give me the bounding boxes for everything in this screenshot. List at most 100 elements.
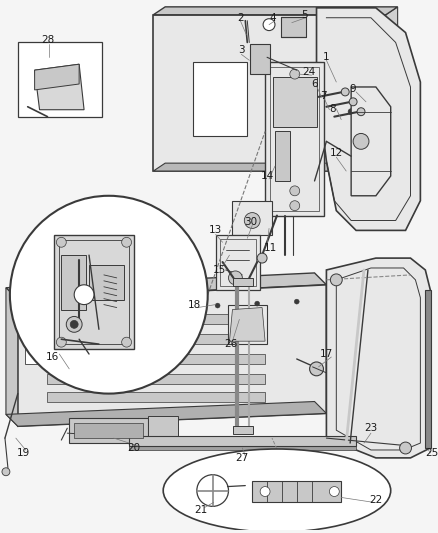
- Circle shape: [10, 196, 208, 393]
- Text: 2: 2: [237, 13, 244, 23]
- Text: 22: 22: [369, 496, 382, 505]
- Bar: [74, 423, 143, 438]
- Text: 19: 19: [17, 448, 30, 458]
- Circle shape: [290, 69, 300, 79]
- Circle shape: [255, 301, 260, 306]
- Text: 15: 15: [213, 265, 226, 275]
- Polygon shape: [18, 285, 326, 426]
- Bar: [273, 77, 317, 126]
- Bar: [425, 290, 431, 448]
- Circle shape: [57, 237, 66, 247]
- Text: 25: 25: [426, 448, 438, 458]
- Circle shape: [330, 274, 342, 286]
- Polygon shape: [351, 87, 391, 196]
- Bar: [47, 354, 265, 364]
- Circle shape: [176, 305, 180, 310]
- Bar: [47, 392, 265, 401]
- Circle shape: [294, 299, 299, 304]
- Circle shape: [197, 475, 229, 506]
- Circle shape: [215, 303, 220, 308]
- Bar: [47, 334, 265, 344]
- Bar: [252, 481, 341, 503]
- Text: 8: 8: [329, 104, 336, 114]
- Circle shape: [260, 487, 270, 496]
- Circle shape: [349, 98, 357, 106]
- Text: 5: 5: [301, 10, 308, 20]
- Bar: [61, 255, 86, 310]
- Text: 1: 1: [323, 52, 330, 62]
- Bar: [233, 201, 272, 236]
- Text: 27: 27: [236, 453, 249, 463]
- Circle shape: [290, 201, 300, 211]
- Polygon shape: [153, 163, 398, 171]
- Circle shape: [263, 19, 275, 30]
- Polygon shape: [317, 8, 420, 230]
- Text: 11: 11: [263, 243, 277, 253]
- Bar: [219, 239, 256, 286]
- Bar: [129, 436, 356, 446]
- Text: 17: 17: [320, 349, 333, 359]
- Circle shape: [2, 468, 10, 475]
- Text: 9: 9: [350, 84, 357, 94]
- Text: 23: 23: [364, 423, 378, 433]
- Bar: [281, 17, 306, 37]
- Text: 28: 28: [41, 36, 54, 45]
- Polygon shape: [129, 446, 356, 450]
- Bar: [25, 339, 54, 364]
- Circle shape: [229, 271, 242, 285]
- Bar: [47, 314, 265, 325]
- Bar: [54, 236, 134, 349]
- Bar: [215, 236, 260, 290]
- Text: 24: 24: [302, 67, 315, 77]
- Text: 13: 13: [209, 225, 222, 236]
- Polygon shape: [153, 7, 398, 15]
- Bar: [59, 240, 129, 344]
- Bar: [18, 43, 102, 117]
- Circle shape: [74, 285, 94, 304]
- Bar: [250, 44, 270, 74]
- Bar: [233, 426, 253, 434]
- Circle shape: [57, 337, 66, 347]
- Text: 16: 16: [46, 352, 59, 362]
- Ellipse shape: [163, 449, 391, 532]
- Circle shape: [122, 337, 131, 347]
- Text: 12: 12: [330, 148, 343, 158]
- Circle shape: [70, 320, 78, 328]
- Circle shape: [57, 312, 62, 317]
- Polygon shape: [326, 258, 430, 458]
- Text: 18: 18: [188, 300, 201, 310]
- Bar: [148, 416, 178, 441]
- Bar: [270, 67, 319, 211]
- Text: 14: 14: [261, 171, 274, 181]
- Text: 30: 30: [244, 217, 257, 228]
- Bar: [69, 418, 148, 443]
- Circle shape: [310, 362, 323, 376]
- Circle shape: [399, 442, 411, 454]
- Circle shape: [290, 186, 300, 196]
- Circle shape: [96, 309, 101, 314]
- Text: 6: 6: [311, 79, 318, 89]
- Circle shape: [357, 108, 365, 116]
- Polygon shape: [6, 273, 326, 300]
- Text: 20: 20: [127, 443, 140, 453]
- Circle shape: [66, 317, 82, 332]
- Text: 3: 3: [238, 45, 245, 55]
- Polygon shape: [153, 15, 386, 171]
- Bar: [275, 132, 290, 181]
- Circle shape: [257, 253, 267, 263]
- Bar: [47, 374, 265, 384]
- Text: 4: 4: [270, 13, 276, 23]
- Text: 21: 21: [194, 505, 208, 515]
- Text: 7: 7: [320, 91, 327, 101]
- Polygon shape: [230, 308, 265, 341]
- Bar: [89, 265, 124, 300]
- Circle shape: [244, 213, 260, 229]
- Circle shape: [341, 88, 349, 96]
- Polygon shape: [35, 64, 79, 90]
- Polygon shape: [6, 288, 18, 426]
- Polygon shape: [386, 7, 398, 171]
- Bar: [227, 304, 267, 344]
- Circle shape: [348, 109, 354, 115]
- Bar: [267, 62, 321, 136]
- Polygon shape: [6, 401, 326, 426]
